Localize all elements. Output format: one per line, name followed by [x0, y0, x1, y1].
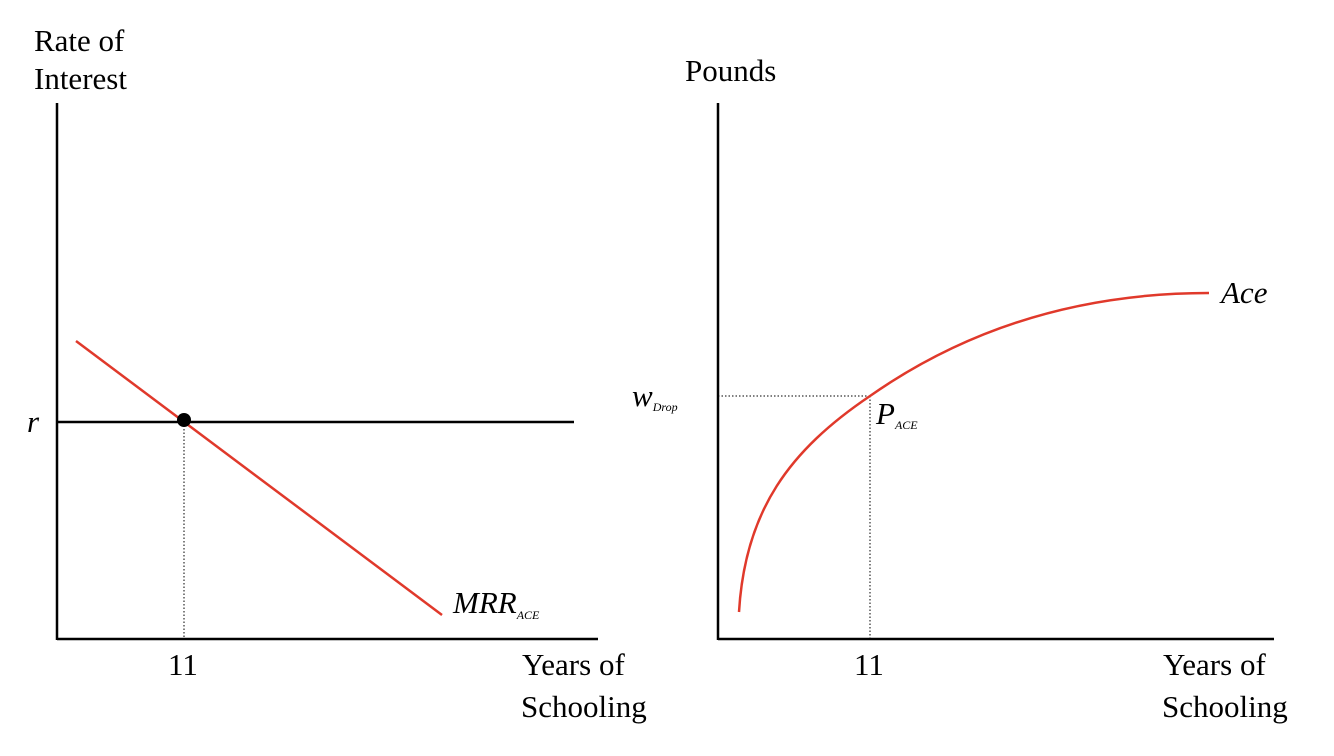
- right-x-axis-label-line1: Years of: [1163, 647, 1266, 682]
- left-y-axis-label-line1: Rate of: [34, 23, 125, 58]
- left-y-axis-label-line2: Interest: [34, 61, 127, 96]
- wage-label-sub: Drop: [652, 400, 678, 414]
- p-label-main: P: [875, 396, 895, 431]
- ace-curve-label: Ace: [1219, 275, 1268, 310]
- left-x-axis-label-line1: Years of: [522, 647, 625, 682]
- mrr-label-main: MRR: [452, 585, 517, 620]
- rate-label-r: r: [27, 404, 40, 439]
- right-x-axis-label-line2: Schooling: [1162, 689, 1288, 724]
- p-label-sub: ACE: [894, 418, 918, 432]
- ace-curve: [737, 291, 1210, 613]
- right-y-axis-label: Pounds: [685, 53, 776, 88]
- p-ace-label: PACE: [875, 396, 918, 432]
- mrr-curve: [75, 339, 443, 617]
- wage-drop-label: wDrop: [632, 378, 678, 414]
- wage-label-main: w: [632, 378, 653, 413]
- left-tick-label-11: 11: [168, 647, 198, 682]
- right-panel: Pounds wDrop PACE 11 Ace Years of School…: [632, 53, 1288, 724]
- left-panel: Rate of Interest r 11 Years of Schooling…: [27, 23, 647, 724]
- left-x-axis-label-line2: Schooling: [521, 689, 647, 724]
- equilibrium-point: [177, 413, 191, 427]
- right-tick-label-11: 11: [854, 647, 884, 682]
- mrr-label-sub: ACE: [516, 608, 540, 622]
- mrr-curve-label: MRRACE: [452, 585, 540, 622]
